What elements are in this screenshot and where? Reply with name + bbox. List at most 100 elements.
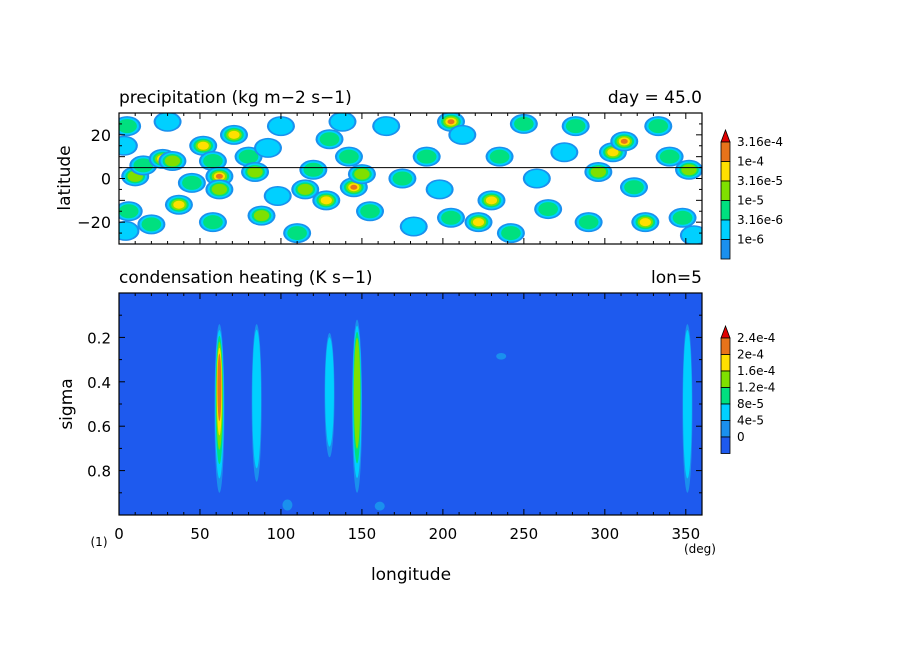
precip-cell: [584, 161, 613, 182]
bottom-x-tick-label: 100: [267, 525, 296, 543]
top-y-tick-label: −20: [77, 213, 111, 232]
bottom-y-tick-label: 0.4: [87, 374, 111, 392]
precip-cell: [283, 223, 312, 244]
precip-cell: [315, 129, 344, 150]
precip-contour: [297, 183, 313, 195]
precip-contour: [489, 149, 510, 164]
heating-contour: [217, 353, 222, 422]
precip-contour: [211, 183, 228, 195]
colorbar-label: 3.16e-5: [737, 174, 783, 188]
precip-cell: [399, 216, 428, 237]
precip-cell: [550, 142, 579, 163]
precip-cell: [464, 212, 493, 233]
precip-cell: [436, 207, 465, 228]
precip-contour: [253, 210, 270, 222]
bottom-y-ticks: 0.2 0.4 0.6 0.8: [87, 314, 702, 494]
colorbar-box: [720, 420, 731, 438]
heating-contour: [353, 337, 361, 449]
precip-field: [119, 113, 702, 244]
colorbar-over-arrow: [720, 128, 731, 143]
precip-contour: [228, 130, 240, 139]
precip-cell: [679, 225, 702, 244]
precip-cell: [291, 179, 320, 200]
precip-contour: [578, 215, 599, 230]
precip-contour: [354, 168, 370, 180]
precip-contour: [447, 119, 455, 125]
precip-contour: [659, 149, 680, 164]
colorbar-label: 3.16e-6: [737, 213, 783, 227]
precip-cell: [129, 155, 158, 176]
precip-cell: [137, 214, 166, 235]
precip-contour: [401, 218, 426, 236]
precip-cell: [668, 207, 697, 228]
precip-cell: [655, 146, 684, 167]
heating-column: [214, 324, 225, 493]
top-y-ticks: −20 0 20: [77, 112, 702, 245]
heating-column: [324, 332, 335, 458]
colorbar-label: 1.2e-4: [737, 381, 775, 395]
precip-cell: [121, 166, 150, 187]
precip-contour: [472, 218, 485, 227]
precip-cell: [522, 168, 551, 189]
precip-contour: [450, 126, 475, 144]
precip-cell: [247, 205, 276, 226]
heating-column: [682, 324, 693, 493]
heating-column: [374, 501, 385, 511]
precip-cell: [372, 116, 401, 137]
precip-contour: [197, 141, 209, 150]
precip-cell: [241, 161, 270, 182]
colorbar-label: 1e-5: [737, 194, 764, 208]
bottom-title: condensation heating (K s−1): [119, 268, 373, 288]
colorbar-box: [720, 219, 731, 240]
bottom-x-tick-label: 150: [348, 525, 377, 543]
colorbar-label: 2.4e-4: [737, 331, 775, 345]
precip-cell: [574, 212, 603, 233]
colorbar-box: [720, 337, 731, 355]
heating-field: [214, 319, 693, 511]
precip-contour: [287, 226, 307, 241]
heating-background: [119, 293, 702, 515]
precip-contour: [538, 202, 558, 217]
precip-cell: [164, 194, 193, 215]
precip-cell: [158, 151, 187, 172]
precip-cell: [631, 212, 660, 233]
precip-cell: [412, 146, 441, 167]
precip-contour: [133, 158, 154, 173]
precip-contour: [215, 173, 223, 179]
precip-contour: [624, 180, 644, 195]
colorbar-box: [720, 141, 731, 162]
precip-contour: [565, 119, 586, 134]
precip-cell: [509, 113, 538, 134]
heating-contour: [325, 337, 334, 447]
precip-contour: [319, 132, 340, 147]
colorbar-label: 1.6e-4: [737, 364, 775, 378]
precip-cell: [388, 168, 417, 189]
corner-label: (1): [91, 535, 108, 549]
precip-contour: [360, 204, 380, 219]
precip-contour: [173, 200, 185, 209]
precip-contour: [514, 116, 534, 131]
precip-contour: [552, 143, 577, 161]
precip-contour: [119, 137, 136, 155]
bottom-y-tick-label: 0.2: [87, 329, 111, 347]
precip-contour: [164, 155, 181, 167]
precip-contour: [303, 162, 324, 177]
precip-contour: [374, 117, 399, 135]
heating-contour: [496, 352, 507, 360]
colorbar-box: [720, 161, 731, 182]
bottom-y-tick-label: 0.8: [87, 463, 111, 481]
colorbar-label: 1e-4: [737, 155, 764, 169]
precip-contour: [269, 117, 293, 135]
precip-cell: [189, 135, 218, 156]
precip-cell: [675, 159, 702, 180]
precip-cell: [619, 177, 648, 198]
precip-cell: [347, 164, 376, 185]
colorbar-box: [720, 180, 731, 201]
precip-contour: [119, 222, 138, 240]
precip-cell: [266, 116, 295, 137]
precip-contour: [339, 149, 359, 164]
precip-cell: [119, 220, 140, 241]
precip-cell: [234, 146, 263, 167]
heating-column: [352, 319, 363, 493]
top-title: precipitation (kg m−2 s−1): [119, 88, 352, 108]
